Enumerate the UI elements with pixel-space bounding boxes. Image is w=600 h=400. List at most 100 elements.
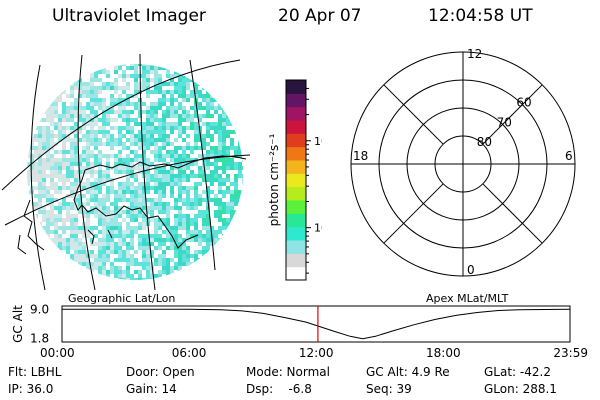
emission-pixel	[38, 138, 42, 142]
emission-pixel	[178, 162, 182, 166]
emission-pixel	[27, 278, 30, 280]
emission-pixel	[46, 86, 50, 90]
emission-pixel	[222, 274, 226, 278]
emission-pixel	[210, 94, 214, 98]
emission-pixel	[174, 74, 178, 78]
emission-pixel	[218, 226, 222, 230]
emission-pixel	[166, 214, 170, 218]
emission-pixel	[198, 230, 202, 234]
emission-pixel	[62, 66, 66, 70]
emission-pixel	[190, 262, 194, 266]
emission-pixel	[102, 214, 106, 218]
emission-pixel	[50, 258, 54, 262]
emission-pixel	[70, 162, 74, 166]
emission-pixel	[242, 246, 243, 250]
emission-pixel	[218, 114, 222, 118]
emission-pixel	[182, 242, 186, 246]
emission-pixel	[214, 170, 218, 174]
emission-pixel	[242, 194, 243, 198]
emission-pixel	[194, 86, 198, 90]
emission-pixel	[194, 270, 198, 274]
emission-pixel	[106, 118, 110, 122]
emission-pixel	[70, 64, 74, 66]
emission-pixel	[66, 242, 70, 246]
emission-pixel	[118, 242, 122, 246]
emission-pixel	[66, 74, 70, 78]
emission-pixel	[114, 162, 118, 166]
emission-pixel	[50, 154, 54, 158]
emission-pixel	[218, 282, 222, 286]
emission-pixel	[62, 178, 66, 182]
emission-pixel	[178, 262, 182, 266]
emission-pixel	[126, 278, 130, 280]
emission-pixel	[62, 64, 66, 66]
emission-pixel	[162, 138, 166, 142]
emission-pixel	[146, 234, 150, 238]
emission-pixel	[198, 74, 202, 78]
emission-pixel	[186, 134, 190, 138]
emission-pixel	[134, 70, 138, 74]
emission-pixel	[62, 266, 66, 270]
emission-pixel	[126, 266, 130, 270]
emission-pixel	[86, 114, 90, 118]
emission-pixel	[138, 222, 142, 226]
emission-pixel	[54, 66, 58, 70]
emission-pixel	[206, 106, 210, 110]
emission-pixel	[242, 218, 243, 222]
emission-pixel	[214, 230, 218, 234]
emission-pixel	[174, 214, 178, 218]
emission-pixel	[82, 94, 86, 98]
emission-pixel	[210, 278, 214, 280]
emission-pixel	[178, 198, 182, 202]
emission-pixel	[58, 270, 62, 274]
emission-pixel	[182, 114, 186, 118]
emission-pixel	[154, 118, 158, 122]
emission-pixel	[190, 222, 194, 226]
emission-pixel	[50, 122, 54, 126]
emission-pixel	[166, 126, 170, 130]
emission-pixel	[78, 102, 82, 106]
emission-pixel	[46, 166, 50, 170]
emission-pixel	[222, 278, 226, 280]
emission-pixel	[166, 218, 170, 222]
emission-pixel	[170, 66, 174, 70]
emission-pixel	[126, 242, 130, 246]
emission-pixel	[198, 166, 202, 170]
emission-pixel	[162, 126, 166, 130]
emission-pixel	[158, 126, 162, 130]
emission-pixel	[214, 162, 218, 166]
emission-pixel	[154, 246, 158, 250]
emission-pixel	[27, 170, 30, 174]
emission-pixel	[154, 174, 158, 178]
emission-pixel	[222, 206, 226, 210]
emission-pixel	[46, 234, 50, 238]
emission-pixel	[238, 230, 242, 234]
emission-pixel	[34, 178, 38, 182]
emission-pixel	[154, 262, 158, 266]
emission-pixel	[126, 262, 130, 266]
emission-pixel	[206, 186, 210, 190]
emission-pixel	[170, 106, 174, 110]
emission-pixel	[178, 82, 182, 86]
emission-pixel	[70, 194, 74, 198]
emission-pixel	[78, 198, 82, 202]
emission-pixel	[27, 174, 30, 178]
emission-pixel	[198, 114, 202, 118]
emission-pixel	[98, 246, 102, 250]
emission-pixel	[198, 106, 202, 110]
emission-pixel	[198, 194, 202, 198]
emission-pixel	[94, 86, 98, 90]
emission-pixel	[182, 218, 186, 222]
emission-pixel	[226, 218, 230, 222]
emission-pixel	[46, 222, 50, 226]
emission-pixel	[38, 106, 42, 110]
emission-pixel	[90, 98, 94, 102]
emission-pixel	[74, 74, 78, 78]
emission-pixel	[166, 106, 170, 110]
emission-pixel	[190, 254, 194, 258]
emission-pixel	[38, 178, 42, 182]
emission-pixel	[122, 254, 126, 258]
emission-pixel	[202, 94, 206, 98]
emission-pixel	[98, 270, 102, 274]
emission-pixel	[42, 98, 46, 102]
